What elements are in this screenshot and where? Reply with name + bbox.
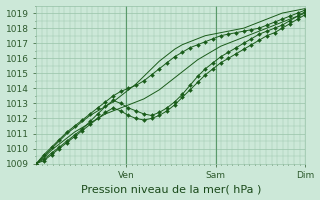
X-axis label: Pression niveau de la mer( hPa ): Pression niveau de la mer( hPa ): [81, 184, 261, 194]
